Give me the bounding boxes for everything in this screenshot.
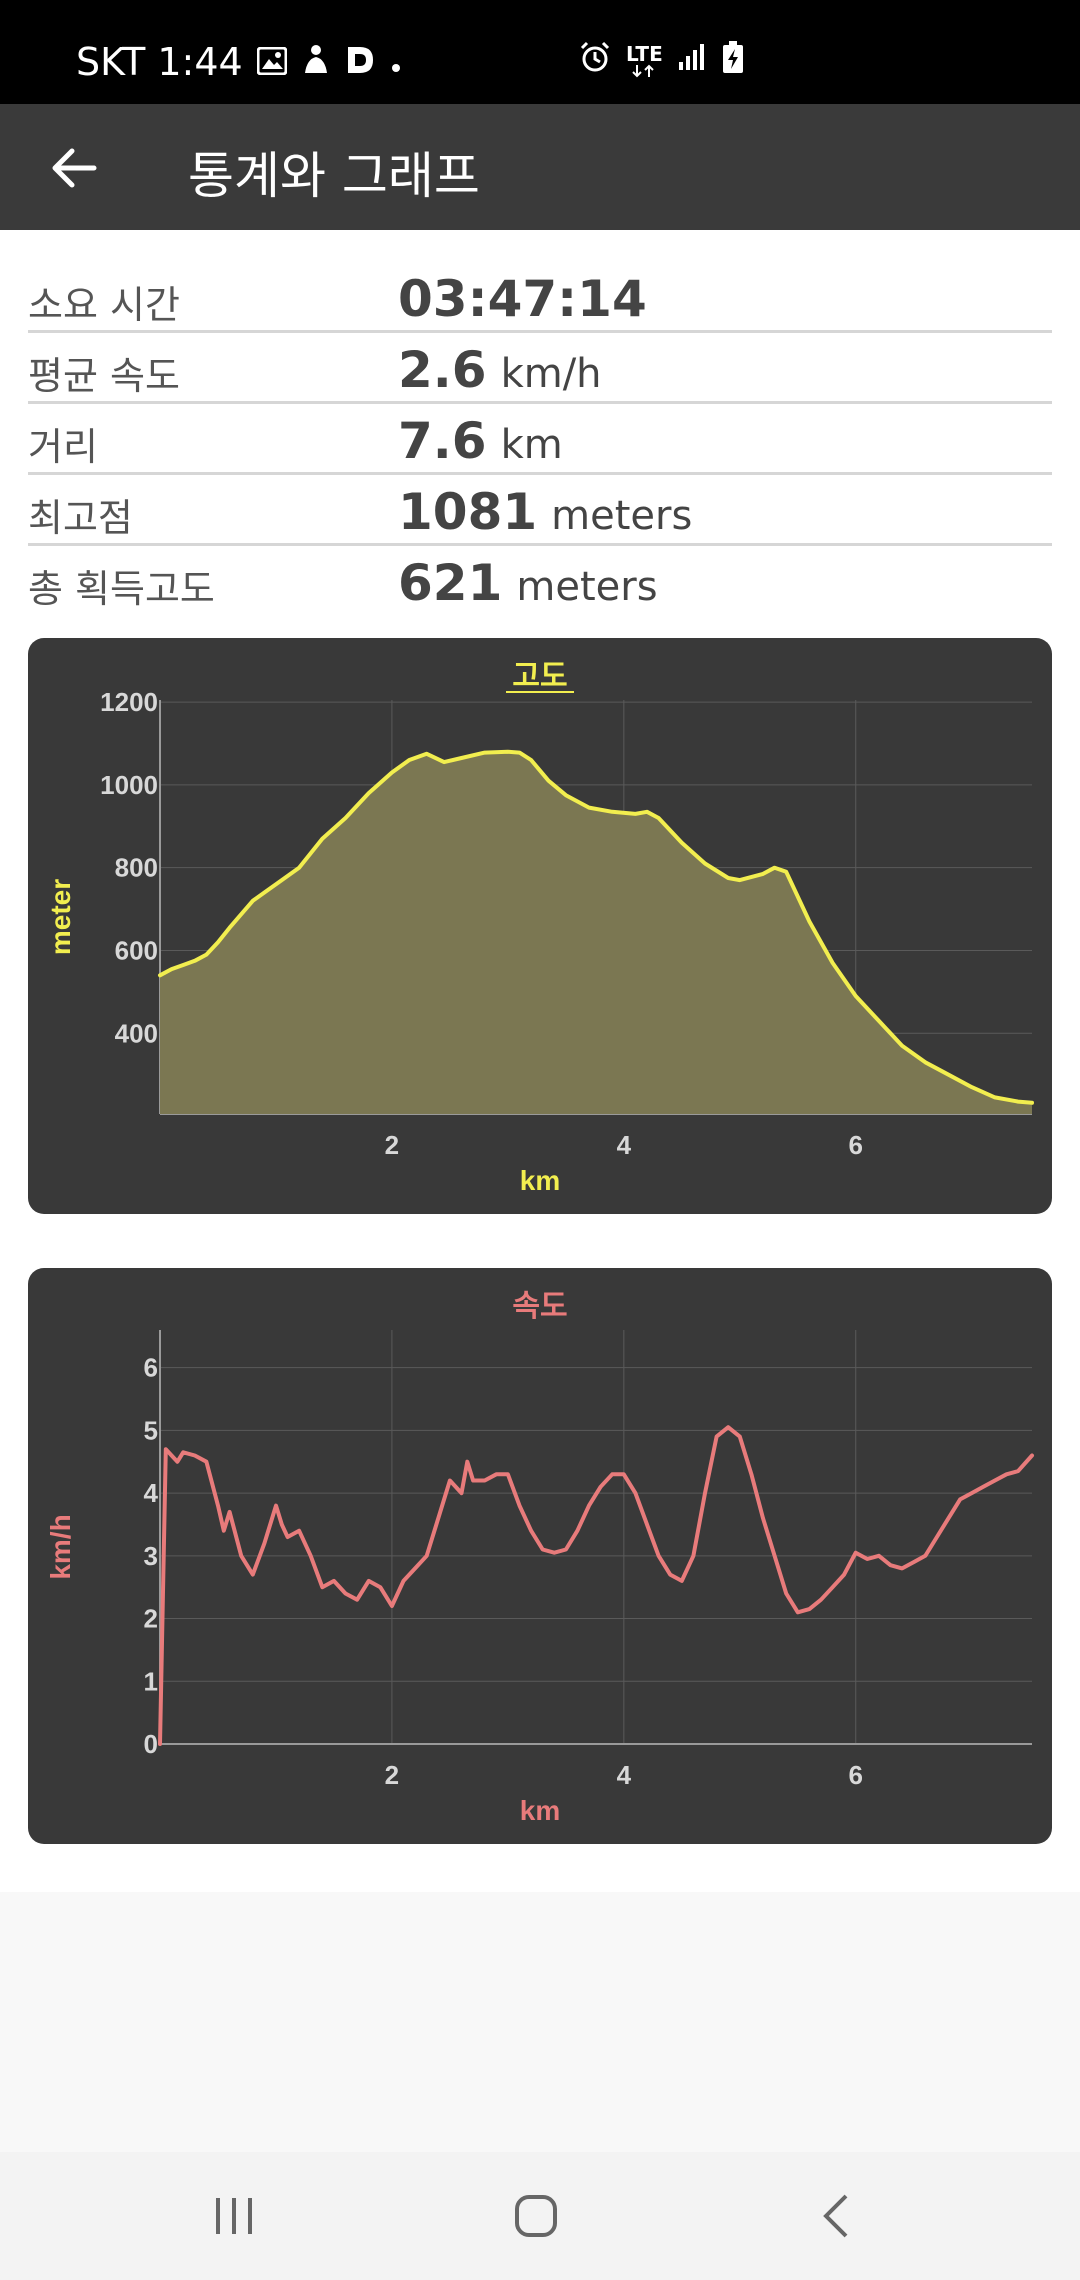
stat-number: 03:47:14 [398,270,647,328]
status-left: SKT 1:44 [76,40,403,84]
stat-row-avg-speed: 평균 속도 2.6 km/h [28,331,1052,404]
stat-unit: km/h [500,351,602,397]
x-axis-label: km [520,1165,560,1196]
area-fill [160,751,1032,1114]
stat-value: 1081 meters [398,483,692,541]
stat-number: 7.6 [398,412,487,470]
stat-value: 621 meters [398,554,658,612]
lte-label: LTE [626,41,663,66]
home-icon[interactable] [506,2186,566,2246]
app-toolbar: 통계와 그래프 [0,104,1080,230]
y-tick-label: 0 [144,1729,158,1759]
stat-value: 03:47:14 [398,270,661,328]
x-tick-label: 2 [385,1130,399,1160]
speed-chart-card: 0 1 2 3 4 5 6 2 4 6 속도 km km/h [28,1268,1052,1844]
notification-icon [301,40,331,84]
stat-row-distance: 거리 7.6 km [28,402,1052,475]
stat-unit: meters [551,493,693,539]
y-tick-label: 4 [144,1478,159,1508]
x-tick-label: 6 [849,1130,863,1160]
main-content: 소요 시간 03:47:14 평균 속도 2.6 km/h 거리 7.6 km … [0,230,1080,1892]
page-title: 통계와 그래프 [188,147,480,205]
stat-row-duration: 소요 시간 03:47:14 [28,260,1052,333]
stat-label: 총 획득고도 [28,567,215,611]
elevation-chart-card: 400 600 800 1000 1200 2 4 6 고도 km meter [28,638,1052,1214]
alarm-icon [578,40,612,81]
chart-title: 고도 [512,659,567,694]
stat-unit: km [500,422,563,468]
back-icon[interactable] [808,2186,868,2246]
dot-icon [389,40,403,84]
signal-icon [677,42,707,79]
stat-number: 1081 [398,483,538,541]
stat-row-total-ascent: 총 획득고도 621 meters [28,544,1052,614]
chart-title: 속도 [512,1289,567,1324]
series-line [158,749,1034,1105]
stat-number: 621 [398,554,503,612]
y-tick-label: 600 [115,935,158,965]
gallery-icon [256,40,288,84]
stat-label: 소요 시간 [28,283,180,327]
system-nav-bar [0,2152,1080,2280]
speed-chart: 0 1 2 3 4 5 6 2 4 6 속도 km km/h [45,1289,1034,1826]
status-right: LTE [578,40,745,81]
x-tick-label: 6 [849,1760,863,1790]
stat-label: 최고점 [28,496,133,540]
y-tick-label: 1200 [100,687,158,717]
y-axis-label: km/h [45,1514,76,1579]
status-time: SKT 1:44 [76,40,243,84]
y-tick-label: 5 [144,1415,158,1445]
stat-value: 2.6 km/h [398,341,602,399]
lte-icon: LTE [626,44,663,78]
elevation-chart: 400 600 800 1000 1200 2 4 6 고도 km meter [45,659,1034,1196]
stat-unit: meters [516,564,658,610]
y-tick-label: 800 [115,853,158,883]
stat-label: 거리 [28,425,98,469]
stat-value: 7.6 km [398,412,563,470]
back-arrow-icon[interactable] [44,138,104,198]
stat-row-max-elevation: 최고점 1081 meters [28,473,1052,546]
d-app-icon [345,40,375,84]
y-tick-label: 6 [144,1353,158,1383]
y-axis-label: meter [45,879,76,955]
battery-charging-icon [721,40,745,81]
x-tick-label: 2 [385,1760,399,1790]
y-tick-label: 1 [144,1666,158,1696]
stat-label: 평균 속도 [28,354,180,398]
y-tick-label: 1000 [100,770,158,800]
x-axis-label: km [520,1795,560,1826]
stat-number: 2.6 [398,341,487,399]
x-tick-label: 4 [617,1130,632,1160]
y-tick-label: 400 [115,1018,158,1048]
x-tick-label: 4 [617,1760,632,1790]
series-line [158,1425,1034,1746]
recent-apps-icon[interactable] [204,2186,264,2246]
status-bar: SKT 1:44 LTE [0,0,1080,104]
y-tick-label: 3 [144,1541,158,1571]
y-tick-label: 2 [144,1604,158,1634]
